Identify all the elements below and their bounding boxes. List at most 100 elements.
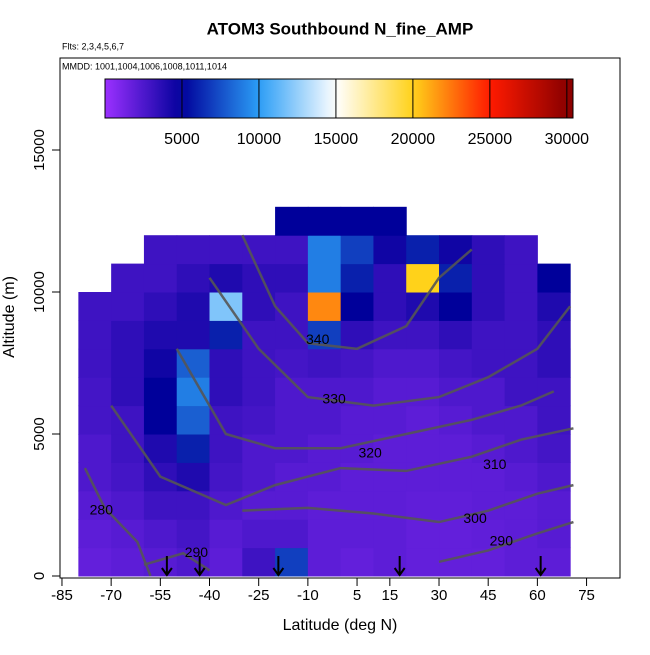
annotation: MMDD: 1001,1004,1006,1008,1011,1014 (62, 61, 227, 71)
heat-cell (373, 263, 407, 293)
heat-cell (373, 235, 407, 265)
heat-cell (143, 263, 178, 293)
heat-cell (340, 320, 374, 350)
heat-cell (504, 462, 538, 492)
heat-cell (176, 377, 211, 407)
heat-cell (143, 235, 178, 265)
heat-cell (176, 263, 211, 293)
heat-cell (242, 235, 276, 265)
heat-cell (406, 434, 440, 463)
heat-cell (537, 377, 571, 407)
heat-cell (275, 235, 309, 265)
heat-cell (439, 263, 473, 293)
heat-cell (209, 462, 243, 492)
colorbar-tick-label: 30000 (545, 131, 590, 148)
contour-line (242, 483, 574, 524)
heat-cell (307, 292, 342, 321)
heat-cell (471, 263, 506, 293)
heat-cell (471, 434, 506, 463)
heat-cell (78, 377, 112, 407)
y-tick-label: 5000 (31, 417, 48, 450)
heat-cell (471, 519, 506, 549)
heat-cell (176, 405, 211, 435)
arrow-head (272, 567, 285, 577)
heat-cell (471, 405, 506, 435)
heat-cell (242, 405, 276, 435)
contour-line (438, 520, 574, 564)
heat-cell (111, 292, 145, 321)
heat-cell (471, 292, 506, 321)
heat-cell (406, 263, 440, 293)
x-tick-label: 60 (529, 587, 546, 604)
heat-cell (209, 547, 243, 577)
heat-cell (340, 490, 374, 520)
heat-cell (176, 348, 211, 378)
heat-cell (209, 405, 243, 435)
heat-cell (373, 462, 407, 492)
heat-cell (111, 377, 145, 407)
heat-cell (143, 405, 178, 435)
heat-cell (143, 434, 178, 463)
heat-cell (504, 320, 538, 350)
x-tick-label: 75 (578, 587, 595, 604)
contour-label: 340 (306, 331, 330, 347)
heat-cell (111, 547, 145, 577)
heat-cell (78, 434, 112, 463)
heat-cell (275, 348, 309, 378)
heat-cell (340, 235, 374, 265)
heat-cell (471, 462, 506, 492)
heat-cell (471, 348, 506, 378)
heat-cell (242, 434, 276, 463)
x-axis-label: Latitude (deg N) (283, 617, 398, 634)
heat-cell (340, 434, 374, 463)
x-tick-label: 15 (381, 587, 398, 604)
heat-cell (242, 377, 276, 407)
heat-cell (78, 320, 112, 350)
arrow (534, 556, 547, 577)
heat-cell (406, 547, 440, 577)
contour-line (208, 277, 572, 407)
arrow-head (193, 567, 206, 577)
heat-cell (439, 519, 473, 549)
heat-cell (176, 519, 211, 549)
arrow-head (534, 567, 547, 577)
heat-cell (471, 490, 506, 520)
heat-cell (307, 519, 342, 549)
heat-cell (78, 519, 112, 549)
heat-cell (340, 462, 374, 492)
heat-cell (176, 292, 211, 321)
heat-cell (373, 405, 407, 435)
heat-cell (439, 320, 473, 350)
colorbar-tick-label: 20000 (391, 131, 436, 148)
heat-cell (275, 292, 309, 321)
contour-label: 310 (483, 456, 507, 472)
heat-cell (242, 263, 276, 293)
heat-cell (275, 405, 309, 435)
heat-cell (143, 292, 178, 321)
contour-line (83, 467, 152, 577)
heat-cell (504, 263, 538, 293)
heat-cell (307, 348, 342, 378)
heat-cell (504, 292, 538, 321)
heat-cell (143, 377, 178, 407)
heat-cell (111, 263, 145, 293)
heat-cell (307, 462, 342, 492)
heat-cell (111, 462, 145, 492)
heat-cell (373, 519, 407, 549)
heat-cell (340, 519, 374, 549)
heat-cell (209, 235, 243, 265)
heat-cell (209, 348, 243, 378)
heat-cell (111, 348, 145, 378)
heat-cell (537, 348, 571, 378)
heat-cell (340, 348, 374, 378)
heat-cell (439, 235, 473, 265)
heat-cell (504, 405, 538, 435)
heat-cell (537, 292, 571, 321)
heat-cell (340, 263, 374, 293)
heat-cell (537, 263, 571, 293)
heat-cell (209, 320, 243, 350)
heat-cell (439, 462, 473, 492)
heat-cell (176, 235, 211, 265)
colorbar-tick-label: 15000 (314, 131, 359, 148)
